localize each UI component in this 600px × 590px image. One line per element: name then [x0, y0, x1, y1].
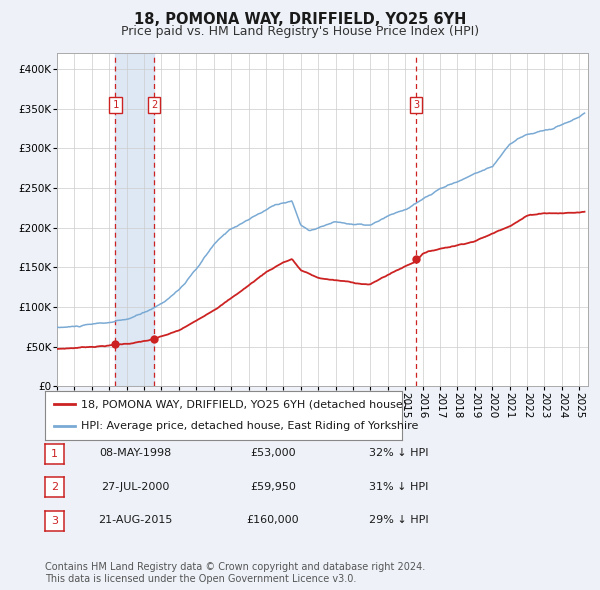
- Text: 18, POMONA WAY, DRIFFIELD, YO25 6YH: 18, POMONA WAY, DRIFFIELD, YO25 6YH: [134, 12, 466, 27]
- Text: 1: 1: [51, 449, 58, 458]
- Text: 21-AUG-2015: 21-AUG-2015: [98, 516, 172, 525]
- Text: 1: 1: [112, 100, 119, 110]
- Text: 29% ↓ HPI: 29% ↓ HPI: [369, 516, 428, 525]
- Text: HPI: Average price, detached house, East Riding of Yorkshire: HPI: Average price, detached house, East…: [80, 421, 418, 431]
- Text: 31% ↓ HPI: 31% ↓ HPI: [369, 482, 428, 491]
- Text: Price paid vs. HM Land Registry's House Price Index (HPI): Price paid vs. HM Land Registry's House …: [121, 25, 479, 38]
- Text: 2: 2: [151, 100, 157, 110]
- Text: 2: 2: [51, 483, 58, 492]
- Text: Contains HM Land Registry data © Crown copyright and database right 2024.
This d: Contains HM Land Registry data © Crown c…: [45, 562, 425, 584]
- Text: £160,000: £160,000: [247, 516, 299, 525]
- Text: 3: 3: [51, 516, 58, 526]
- Bar: [115, 53, 154, 386]
- Text: £53,000: £53,000: [250, 448, 296, 458]
- Text: 3: 3: [413, 100, 419, 110]
- Text: 18, POMONA WAY, DRIFFIELD, YO25 6YH (detached house): 18, POMONA WAY, DRIFFIELD, YO25 6YH (det…: [80, 399, 407, 409]
- Text: £59,950: £59,950: [250, 482, 296, 491]
- Text: 08-MAY-1998: 08-MAY-1998: [99, 448, 171, 458]
- Text: 32% ↓ HPI: 32% ↓ HPI: [369, 448, 428, 458]
- Text: 27-JUL-2000: 27-JUL-2000: [101, 482, 169, 491]
